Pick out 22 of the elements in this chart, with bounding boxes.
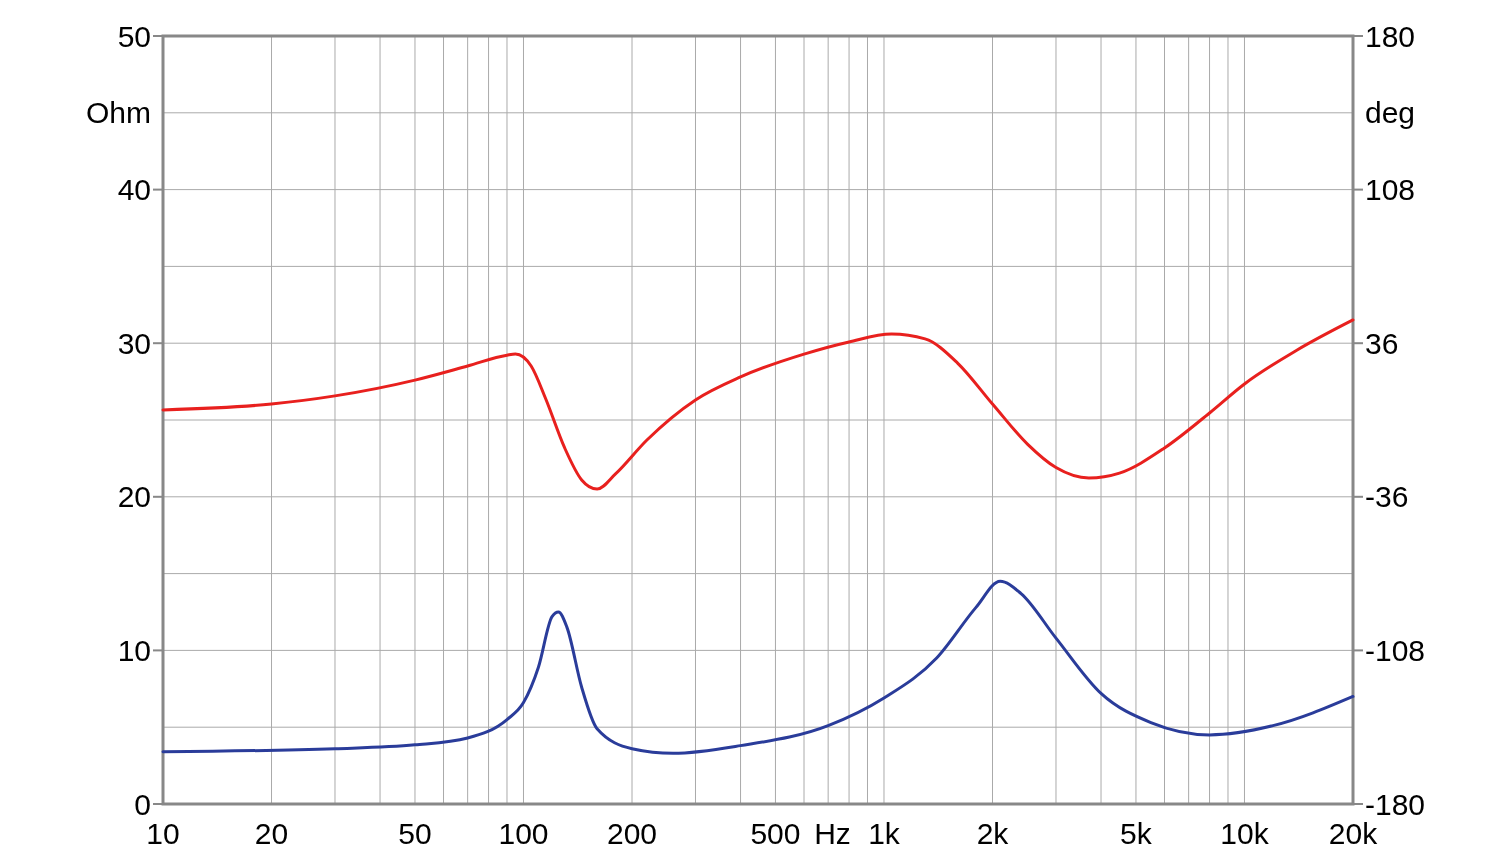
y2-tick-label: -36 — [1365, 480, 1409, 514]
x-tick-label: 200 — [606, 817, 658, 850]
y2-axis-title: deg — [1365, 95, 1416, 129]
x-tick-label: 10k — [1220, 817, 1270, 850]
x-axis-title: Hz — [814, 817, 851, 850]
y-axis-title: Ohm — [85, 95, 151, 129]
y-tick-label: 30 — [117, 326, 151, 360]
y-tick-label: 10 — [117, 633, 151, 667]
y2-tick-label: 180 — [1365, 19, 1416, 53]
y-tick-label: 50 — [117, 19, 151, 53]
y-tick-label: 20 — [117, 480, 151, 514]
x-tick-label: 500 — [750, 817, 801, 850]
y2-tick-label: 108 — [1365, 173, 1416, 207]
y2-tick-label: -108 — [1365, 633, 1426, 667]
x-tick-label: 50 — [398, 817, 432, 850]
x-tick-label: 2k — [976, 817, 1010, 850]
x-tick-label: 5k — [1120, 817, 1153, 850]
x-tick-label: 100 — [498, 817, 549, 850]
y2-tick-label: 36 — [1365, 326, 1399, 360]
x-tick-label: 20 — [254, 817, 289, 850]
x-tick-label: 1k — [868, 817, 901, 850]
y-tick-label: 40 — [117, 173, 151, 207]
